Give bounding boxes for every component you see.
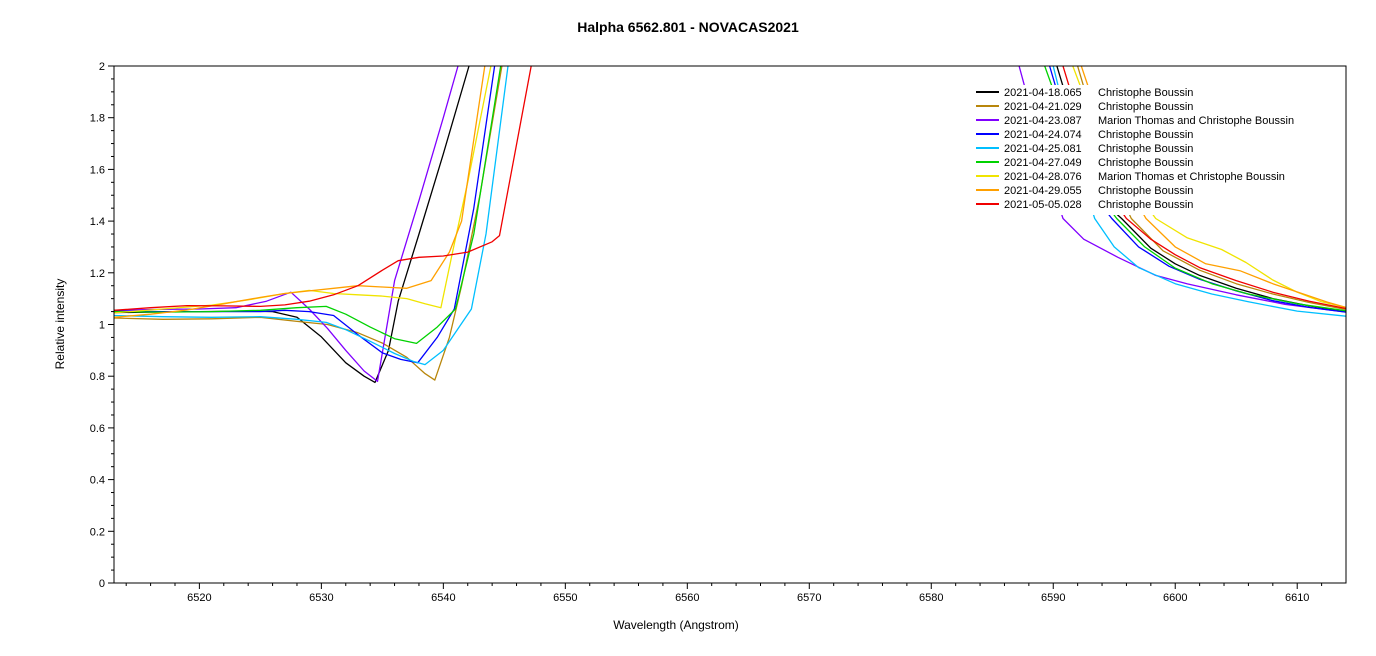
legend-date-label: 2021-04-27.049 [1004,157,1082,169]
series-line-2021-04-25.081 [114,66,1346,366]
legend-observer-label: Christophe Boussin [1098,101,1193,113]
legend-item-2021-04-24.074: 2021-04-24.074 Christophe Boussin [976,129,1193,141]
legend: 2021-04-18.065 Christophe Boussin2021-04-… [970,85,1308,215]
series-line-2021-04-18.065 [114,66,1346,384]
legend-item-2021-05-05.028: 2021-05-05.028 Christophe Boussin [976,199,1193,211]
x-tick-label: 6600 [1163,592,1187,604]
legend-item-2021-04-18.065: 2021-04-18.065 Christophe Boussin [976,87,1193,99]
series-line-2021-05-05.028 [114,66,1346,311]
y-tick-label: 0.2 [90,526,105,538]
x-axis: 6520 6530 6540 6550 6560 6570 6580 6590 6600 6610 [125,583,1323,604]
x-tick-label: 6590 [1041,592,1065,604]
legend-observer-label: Christophe Boussin [1098,157,1193,169]
legend-item-2021-04-28.076: 2021-04-28.076 Marion Thomas et Christoph… [976,171,1285,183]
y-tick-label: 1.2 [90,268,105,280]
y-tick-label: 2 [99,61,105,73]
legend-background [970,85,1308,215]
legend-observer-label: Marion Thomas et Christophe Boussin [1098,171,1285,183]
legend-date-label: 2021-05-05.028 [1004,199,1082,211]
legend-observer-label: Christophe Boussin [1098,129,1193,141]
y-tick-label: 1.4 [90,216,105,228]
x-tick-label: 6570 [797,592,821,604]
legend-date-label: 2021-04-23.087 [1004,115,1082,127]
x-tick-label: 6520 [187,592,211,604]
legend-observer-label: Christophe Boussin [1098,185,1193,197]
legend-observer-label: Marion Thomas and Christophe Boussin [1098,115,1294,127]
legend-date-label: 2021-04-21.029 [1004,101,1082,113]
y-tick-label: 0.6 [90,423,105,435]
series-line-2021-04-27.049 [114,66,1346,345]
legend-date-label: 2021-04-29.055 [1004,185,1082,197]
x-axis-label: Wavelength (Angstrom) [613,618,739,632]
legend-date-label: 2021-04-25.081 [1004,143,1082,155]
legend-item-2021-04-21.029: 2021-04-21.029 Christophe Boussin [976,101,1193,113]
legend-item-2021-04-23.087: 2021-04-23.087 Marion Thomas and Christop… [976,115,1294,127]
legend-item-2021-04-25.081: 2021-04-25.081 Christophe Boussin [976,143,1193,155]
series-line-2021-04-29.055 [114,66,1346,318]
series-group [114,66,1346,384]
legend-item-2021-04-27.049: 2021-04-27.049 Christophe Boussin [976,157,1193,169]
x-tick-label: 6540 [431,592,455,604]
y-tick-label: 0.8 [90,371,105,383]
legend-date-label: 2021-04-24.074 [1004,129,1082,141]
legend-observer-label: Christophe Boussin [1098,199,1193,211]
y-tick-label: 1 [99,320,105,332]
y-tick-label: 0.4 [90,475,105,487]
x-tick-label: 6550 [553,592,577,604]
x-tick-label: 6560 [675,592,699,604]
legend-observer-label: Christophe Boussin [1098,143,1193,155]
legend-date-label: 2021-04-18.065 [1004,87,1082,99]
y-axis: 0 0.2 0.4 0.6 0.8 1 1.2 1.4 1.6 1.8 2 [90,61,114,590]
legend-observer-label: Christophe Boussin [1098,87,1193,99]
y-tick-label: 0 [99,578,105,590]
x-tick-label: 6610 [1285,592,1309,604]
x-tick-label: 6580 [919,592,943,604]
y-tick-label: 1.8 [90,113,105,125]
x-tick-label: 6530 [309,592,333,604]
legend-item-2021-04-29.055: 2021-04-29.055 Christophe Boussin [976,185,1193,197]
chart-title: Halpha 6562.801 - NOVACAS2021 [577,19,799,35]
y-tick-label: 1.6 [90,164,105,176]
series-line-2021-04-24.074 [114,66,1346,364]
legend-date-label: 2021-04-28.076 [1004,171,1082,183]
